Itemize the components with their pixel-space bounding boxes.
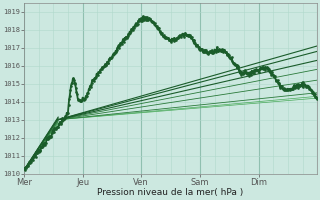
X-axis label: Pression niveau de la mer( hPa ): Pression niveau de la mer( hPa ): [98, 188, 244, 197]
